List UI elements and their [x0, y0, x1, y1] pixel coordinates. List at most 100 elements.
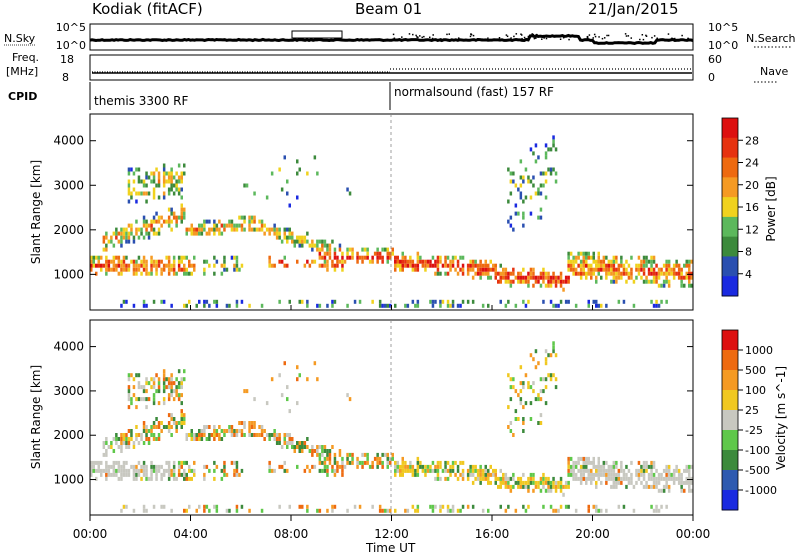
power-cell: [296, 171, 299, 176]
velocity-cell: [389, 456, 392, 461]
velocity-cell: [188, 476, 191, 481]
x-tick-label: 00:00: [73, 527, 108, 541]
power-cell: [160, 215, 163, 220]
power-cell: [180, 215, 183, 220]
power-cell: [564, 275, 568, 280]
power-cell: [130, 223, 133, 228]
freq-unit: [MHz]: [6, 65, 38, 78]
power-cell: [532, 283, 535, 288]
velocity-cell: [650, 472, 653, 477]
nsky-point: [408, 33, 411, 35]
power-cell: [615, 271, 618, 276]
velocity-cell: [142, 389, 146, 394]
velocity-cell: [167, 429, 171, 433]
velocity-cell: [193, 460, 196, 465]
power-cell: [155, 231, 158, 236]
power-cell: [157, 231, 161, 236]
velocity-cell: [471, 480, 475, 485]
power-cell: [323, 251, 327, 256]
power-cell: [371, 299, 374, 304]
power-cell: [441, 263, 445, 268]
velocity-cell: [529, 417, 533, 421]
power-cell: [172, 215, 176, 220]
power-cell: [145, 171, 148, 176]
velocity-cell: [522, 381, 525, 386]
power-cell: [260, 223, 264, 228]
velocity-cell: [600, 508, 603, 513]
power-cell: [386, 251, 389, 256]
velocity-cell: [547, 476, 550, 481]
velocity-cell: [313, 449, 317, 453]
power-cell: [499, 299, 502, 304]
velocity-cell: [291, 437, 294, 441]
velocity-cell: [170, 433, 173, 437]
power-cell: [318, 303, 322, 308]
power-cell: [474, 271, 477, 276]
velocity-cell: [449, 472, 452, 477]
power-cell: [554, 283, 558, 288]
power-cell: [180, 255, 183, 260]
velocity-cell: [426, 464, 430, 469]
power-cell: [125, 299, 128, 304]
velocity-cell: [326, 472, 329, 477]
velocity-cell: [494, 472, 497, 477]
velocity-cell: [152, 377, 156, 382]
nsky-point: [407, 38, 410, 41]
power-cell: [612, 263, 616, 268]
power-cell: [522, 299, 525, 304]
velocity-cell: [172, 468, 176, 473]
velocity-cell: [112, 464, 116, 469]
power-cell: [145, 223, 148, 228]
velocity-cell: [140, 433, 143, 437]
power-cell: [132, 271, 136, 276]
power-cell: [416, 263, 420, 268]
velocity-cell: [353, 504, 357, 509]
power-cell: [461, 267, 465, 272]
power-cell: [120, 303, 123, 308]
velocity-cell: [218, 433, 221, 437]
velocity-cell: [346, 452, 349, 457]
power-cell: [625, 267, 628, 272]
velocity-cell: [142, 504, 146, 509]
power-cell: [492, 263, 495, 268]
power-cell: [559, 283, 563, 288]
velocity-cell: [391, 456, 394, 461]
power-cell: [165, 255, 168, 260]
power-cell: [685, 263, 688, 268]
velocity-cell: [368, 464, 372, 469]
power-cell: [130, 231, 133, 236]
velocity-cell: [142, 429, 146, 433]
colorbar-segment: [722, 430, 738, 451]
power-cell: [326, 267, 329, 272]
power-cell: [667, 267, 671, 272]
velocity-cell: [150, 385, 153, 390]
power-cell: [677, 263, 681, 268]
velocity-cell: [183, 468, 186, 473]
velocity-cell: [268, 433, 271, 437]
power-cell: [283, 231, 286, 236]
power-cell: [592, 271, 595, 276]
power-cell: [670, 271, 673, 276]
power-cell: [313, 259, 317, 264]
velocity-cell: [155, 417, 158, 421]
power-cell: [532, 271, 535, 276]
velocity-cell: [185, 472, 188, 477]
power-cell: [223, 227, 226, 232]
power-cell: [172, 255, 176, 260]
power-cell: [356, 255, 359, 260]
power-cell: [233, 223, 236, 228]
velocity-cell: [125, 504, 128, 509]
power-cell: [183, 263, 186, 268]
power-cell: [306, 239, 309, 244]
velocity-cell: [321, 468, 324, 473]
power-cell: [456, 271, 460, 276]
nsky-point: [533, 37, 536, 40]
power-cell: [200, 231, 204, 236]
x-axis: 00:00 04:00 08:00 12:00 16:00 20:00 00:00: [73, 305, 710, 541]
power-cell: [512, 171, 515, 176]
power-cell: [120, 235, 123, 240]
power-cell: [200, 223, 204, 228]
power-cell: [127, 267, 131, 272]
power-cell: [162, 183, 166, 188]
